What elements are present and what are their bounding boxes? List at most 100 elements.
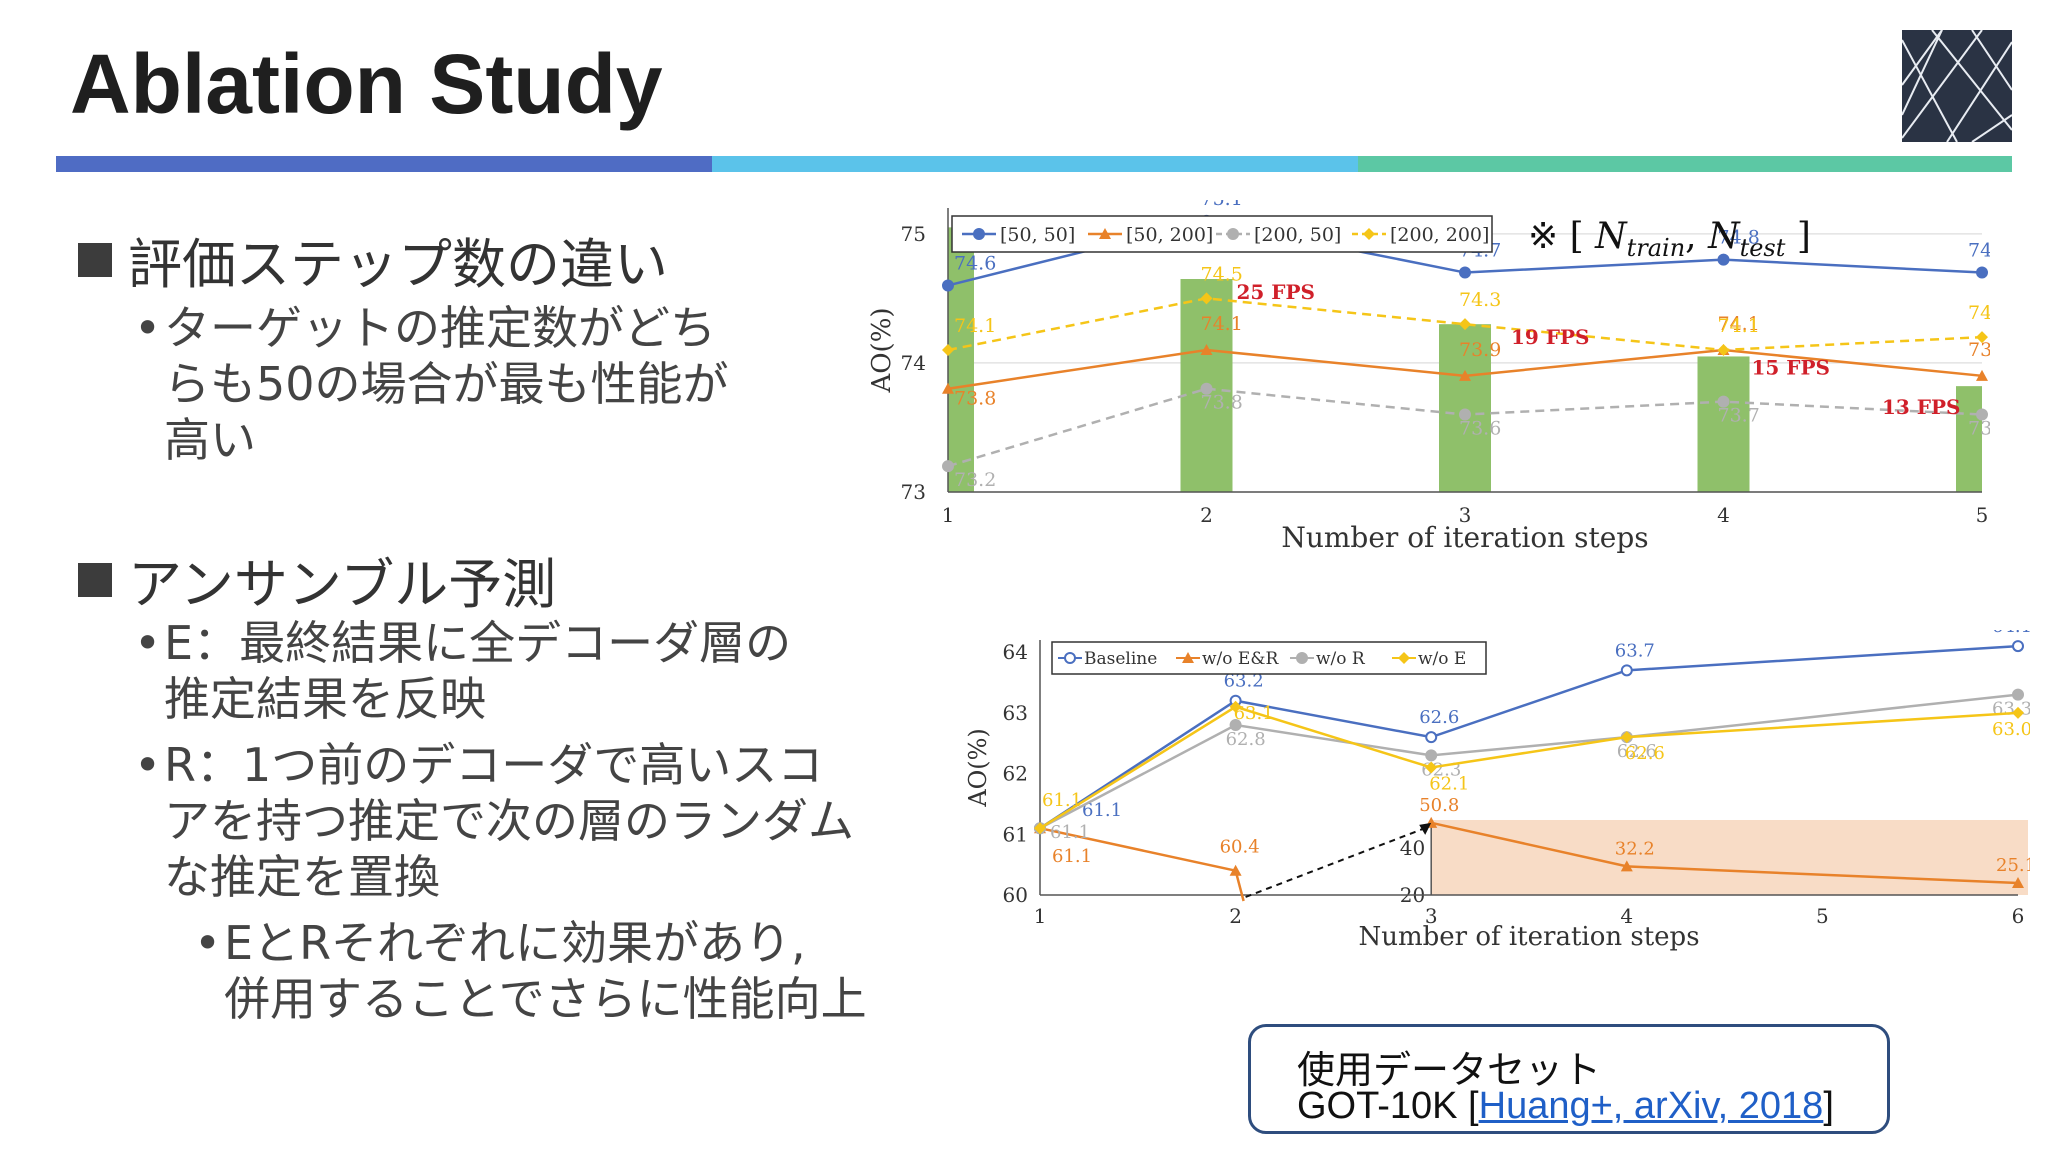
y-tick-label: 63 — [1003, 701, 1028, 725]
x-tick-label: 6 — [2012, 904, 2025, 928]
notation-note: ※ [ Ntrain, Ntest ] — [1528, 216, 1811, 263]
data-label: 73.9 — [1459, 339, 1501, 361]
legend-marker — [1398, 652, 1410, 664]
series-2: 61.162.862.362.663.3 — [1034, 688, 2030, 843]
data-label: 61.1 — [1082, 800, 1122, 821]
legend-marker — [1099, 228, 1111, 239]
data-point — [1229, 700, 1242, 713]
data-label: 73.8 — [954, 388, 996, 410]
bullet-ensemble-both: • EとRそれぞれに効果があり, 併用することでさらに性能向上 — [194, 916, 867, 1026]
data-point — [942, 460, 954, 473]
data-point — [1717, 395, 1730, 408]
y-tick-label: 61 — [1003, 822, 1028, 846]
y-axis-label: AO(%) — [964, 728, 992, 808]
inset-arrow — [1245, 827, 1424, 898]
x-tick-label: 3 — [1459, 503, 1472, 527]
inset-data-label: 50.8 — [1419, 795, 1459, 816]
x-tick-label: 1 — [942, 503, 955, 527]
data-label: 74.6 — [954, 252, 996, 274]
y-tick-label: 62 — [1003, 762, 1028, 786]
inset-data-point — [1620, 860, 1633, 872]
title-rule-green — [1358, 156, 2012, 172]
data-point — [1425, 749, 1438, 762]
data-point — [942, 382, 954, 394]
x-tick-label: 2 — [1200, 503, 1213, 527]
data-point — [1976, 331, 1988, 344]
x-tick-label: 4 — [1717, 503, 1730, 527]
x-tick-label: 2 — [1229, 904, 1242, 928]
dataset-citation-link[interactable]: Huang+, arXiv, 2018 — [1478, 1085, 1824, 1127]
data-label: 75.1 — [1201, 200, 1243, 210]
fps-bar — [948, 227, 974, 492]
legend: [50, 50] [50, 200] [200, 50] [200, 200] — [951, 215, 1493, 253]
x-axis-label: Number of iteration steps — [1281, 521, 1648, 554]
fps-bar — [1439, 324, 1491, 492]
data-point — [1459, 369, 1471, 381]
inset-data-point — [2012, 877, 2024, 889]
data-label: 62.6 — [1617, 741, 1657, 762]
data-label: 63.2 — [1224, 671, 1264, 692]
data-label: 62.6 — [1419, 707, 1459, 728]
data-point — [1459, 266, 1471, 279]
data-label: 63.1 — [1234, 703, 1274, 724]
fps-label: 13 FPS — [1882, 395, 1960, 419]
data-label: 74.1 — [1718, 315, 1760, 337]
data-point — [1976, 369, 1988, 381]
data-label: 74.2 — [1968, 302, 1990, 324]
data-point — [1976, 408, 1988, 421]
legend-label: [200, 50] — [1254, 224, 1341, 246]
data-point — [1976, 266, 1988, 279]
bullet-steps-1: • ターゲットの推定数がどち らも50の場合が最も性能が 高い — [134, 301, 729, 467]
inset-y-tick-label: 40 — [1400, 836, 1425, 860]
legend-marker — [1182, 652, 1194, 663]
data-label: 60.4 — [1220, 837, 1260, 858]
dataset-name: GOT-10K [Huang+, arXiv, 2018] — [1297, 1085, 1834, 1127]
inset-data-label: 32.2 — [1615, 838, 1655, 859]
title-rule-blue — [56, 156, 712, 172]
legend-marker — [1227, 228, 1239, 240]
legend-marker — [1064, 652, 1076, 664]
data-point — [1717, 253, 1730, 266]
data-point — [1717, 344, 1730, 356]
data-label: 61.1 — [1050, 822, 1090, 843]
data-point — [1459, 408, 1471, 421]
series-line — [1039, 693, 2019, 830]
data-point — [2012, 688, 2024, 701]
data-label: 63.7 — [1615, 640, 1655, 661]
x-axis-label: Number of iteration steps — [1358, 922, 1699, 952]
data-label: 62.8 — [1226, 729, 1266, 750]
inset-background — [1431, 820, 2028, 895]
data-label: 63.3 — [1992, 699, 2030, 720]
fps-bar — [1956, 386, 1982, 492]
logo-icon — [1902, 30, 2012, 142]
data-label: 73.8 — [1201, 392, 1243, 414]
title-rule-cyan — [712, 156, 1358, 172]
square-bullet-icon — [78, 562, 112, 597]
dataset-label: 使用データセット — [1297, 1048, 1602, 1092]
legend-label: [50, 50] — [1000, 224, 1075, 246]
y-tick-label: 75 — [901, 222, 926, 246]
data-label: 74.1 — [1718, 313, 1760, 335]
data-point — [1200, 344, 1213, 355]
data-label: 61.1 — [1042, 790, 1082, 811]
series-drop-line — [1234, 870, 1245, 902]
x-tick-label: 4 — [1620, 904, 1633, 928]
data-point — [942, 344, 954, 356]
legend-label: Baseline — [1084, 649, 1157, 669]
y-axis-label: AO(%) — [867, 307, 897, 393]
data-label: 74.5 — [1201, 263, 1243, 285]
inset-data-label: 25.1 — [1996, 855, 2030, 876]
x-tick-label: 5 — [1976, 503, 1989, 527]
y-tick-label: 73 — [901, 480, 926, 504]
data-label: 73.7 — [1718, 405, 1760, 427]
data-label: 63.0 — [1992, 719, 2030, 740]
legend-marker — [1296, 652, 1308, 664]
fps-label: 25 FPS — [1237, 280, 1315, 304]
legend-label: [200, 200] — [1390, 224, 1489, 246]
x-tick-label: 1 — [1034, 904, 1047, 928]
square-bullet-icon — [78, 242, 112, 277]
series-3: 74.1 74.5 74.3 74.1 74.2 — [942, 263, 1990, 356]
data-label: 74.1 — [954, 315, 996, 337]
data-point — [2012, 706, 2024, 719]
fps-label: 19 FPS — [1511, 325, 1589, 349]
